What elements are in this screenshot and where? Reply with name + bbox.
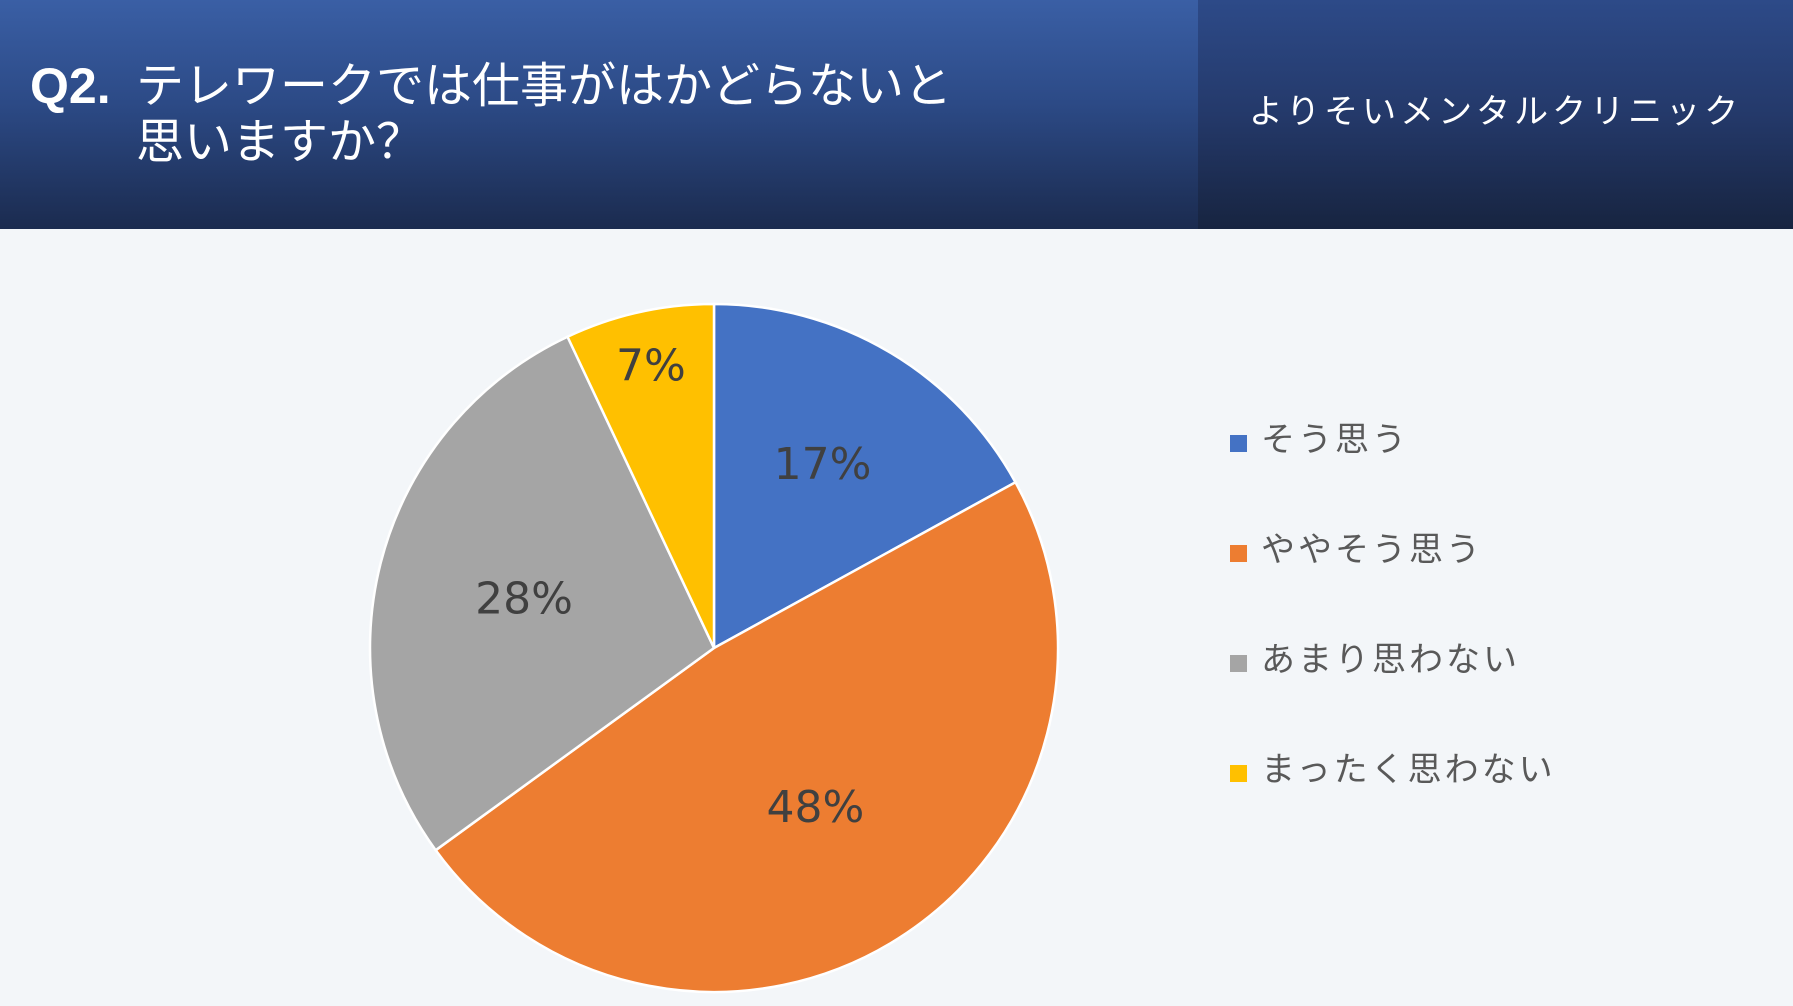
question-text: テレワークでは仕事がはかどらないと 思いますか？ [136, 58, 1036, 170]
header-right-panel [1198, 0, 1793, 229]
pie-data-labels: 17% 48% 28% 7% [475, 340, 871, 833]
legend-item: そう思う [1230, 415, 1556, 525]
slice-yaya-sou-omou [433, 480, 1060, 994]
legend-label: あまり思わない [1261, 640, 1520, 680]
legend-swatch [1230, 655, 1247, 672]
legend-swatch [1230, 765, 1247, 782]
clinic-name: よりそいメンタルクリニック [1248, 92, 1743, 132]
question-line-1: テレワークでは仕事がはかどらないと [136, 58, 953, 114]
legend-item: あまり思わない [1230, 635, 1556, 745]
data-label: 28% [475, 574, 573, 625]
slice-amari-omowanai [368, 335, 716, 852]
legend-label: ややそう思う [1261, 530, 1483, 570]
data-label: 7% [616, 340, 686, 391]
pie-slices [368, 302, 1060, 994]
header-banner: Q2. テレワークでは仕事がはかどらないと 思いますか？ よりそいメンタルクリニ… [0, 0, 1793, 229]
legend-item: ややそう思う [1230, 525, 1556, 635]
legend-label: そう思う [1261, 420, 1409, 460]
data-label: 17% [774, 439, 872, 490]
chart-legend: そう思うややそう思う あまり思わない まったく思わない [1230, 415, 1556, 855]
legend-swatch [1230, 435, 1247, 452]
slice-sou-omou [712, 302, 1018, 651]
slice-mattaku-omowanai [565, 302, 716, 649]
legend-swatch [1230, 545, 1247, 562]
data-label: 48% [766, 782, 864, 833]
legend-item: まったく思わない [1230, 745, 1556, 855]
question-line-2: 思いますか？ [136, 114, 425, 170]
legend-label: まったく思わない [1261, 750, 1556, 790]
question-number: Q2. [30, 58, 111, 114]
